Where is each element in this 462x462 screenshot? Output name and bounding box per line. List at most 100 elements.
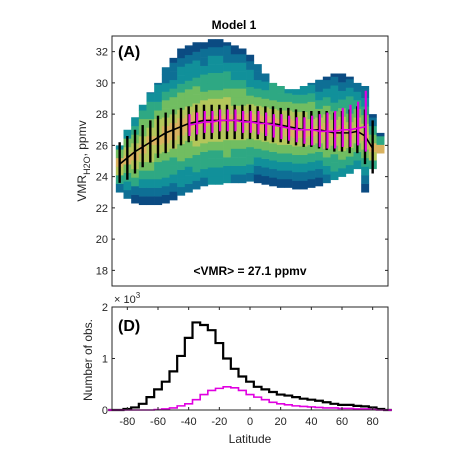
density-cell bbox=[238, 174, 247, 184]
density-cell bbox=[246, 138, 255, 148]
panel-d-background bbox=[112, 307, 388, 410]
density-cell bbox=[246, 61, 255, 70]
density-cell bbox=[138, 118, 147, 128]
density-cell bbox=[292, 154, 301, 164]
y-tick-label: 24 bbox=[96, 172, 108, 184]
density-cell bbox=[177, 100, 186, 110]
y-tick-label: 30 bbox=[96, 78, 108, 90]
density-cell bbox=[192, 154, 201, 164]
density-cell bbox=[345, 156, 354, 166]
density-cell bbox=[253, 174, 262, 184]
density-cell bbox=[238, 88, 247, 98]
density-cell bbox=[238, 157, 247, 166]
density-cell bbox=[223, 165, 232, 175]
density-cell bbox=[138, 110, 147, 120]
density-cell bbox=[269, 82, 278, 92]
x-tick-label: 40 bbox=[305, 416, 317, 428]
exponent-base: × 10 bbox=[114, 294, 136, 306]
density-cell bbox=[330, 93, 339, 103]
density-cell bbox=[261, 89, 270, 99]
density-cell bbox=[207, 167, 216, 177]
density-cell bbox=[177, 49, 186, 59]
x-axis-label: Latitude bbox=[229, 432, 272, 446]
density-cell bbox=[345, 87, 354, 97]
density-cell bbox=[177, 48, 186, 50]
density-cell bbox=[292, 94, 301, 104]
density-cell bbox=[246, 86, 255, 96]
density-cell bbox=[238, 96, 247, 106]
density-cell bbox=[207, 64, 216, 74]
panel-a-label: (A) bbox=[118, 44, 140, 61]
density-cell bbox=[177, 178, 186, 188]
density-cell bbox=[184, 71, 193, 81]
density-cell bbox=[322, 165, 331, 175]
density-cell bbox=[368, 114, 377, 118]
density-cell bbox=[138, 187, 147, 197]
density-cell bbox=[315, 168, 324, 178]
density-cell bbox=[322, 157, 331, 166]
density-cell bbox=[154, 93, 163, 102]
density-cell bbox=[207, 158, 216, 168]
density-cell bbox=[284, 153, 293, 163]
density-cell bbox=[276, 170, 285, 180]
density-cell bbox=[146, 101, 155, 111]
density-cell bbox=[207, 150, 216, 159]
density-cell bbox=[161, 177, 170, 187]
density-cell bbox=[184, 89, 193, 99]
density-cell bbox=[200, 177, 209, 187]
density-cell bbox=[230, 174, 239, 184]
density-cell bbox=[330, 153, 339, 163]
density-cell bbox=[161, 168, 170, 178]
density-cell bbox=[207, 141, 216, 151]
density-cell bbox=[345, 78, 354, 88]
density-cell bbox=[345, 164, 354, 174]
density-cell bbox=[376, 136, 385, 145]
density-cell bbox=[207, 46, 216, 56]
density-cell bbox=[338, 150, 347, 160]
density-cell bbox=[230, 45, 239, 55]
density-cell bbox=[376, 144, 385, 154]
density-cell bbox=[161, 100, 170, 109]
density-cell bbox=[138, 104, 147, 111]
density-cell bbox=[253, 157, 262, 166]
density-cell bbox=[261, 175, 270, 185]
density-cell bbox=[215, 64, 224, 74]
density-cell bbox=[338, 73, 347, 83]
density-cell bbox=[353, 160, 362, 170]
density-cell bbox=[253, 88, 262, 98]
density-cell bbox=[200, 91, 209, 101]
ylabel-subscript: H2O bbox=[82, 156, 92, 175]
density-cell bbox=[184, 54, 193, 64]
density-cell bbox=[161, 82, 170, 92]
density-cell bbox=[230, 96, 239, 106]
density-cell bbox=[246, 95, 255, 105]
density-cell bbox=[161, 160, 170, 170]
density-cell bbox=[276, 144, 285, 154]
density-cell bbox=[315, 151, 324, 161]
density-cell bbox=[207, 98, 216, 108]
density-cell bbox=[177, 57, 186, 67]
density-cell bbox=[223, 148, 232, 158]
density-cell bbox=[376, 132, 385, 137]
density-cell bbox=[315, 82, 324, 92]
y-tick-label: 32 bbox=[96, 47, 108, 59]
density-cell bbox=[246, 54, 255, 62]
density-cell bbox=[276, 161, 285, 171]
density-cell bbox=[338, 82, 347, 91]
density-cell bbox=[238, 139, 247, 149]
density-cell bbox=[330, 76, 339, 86]
density-cell bbox=[177, 152, 186, 162]
density-cell bbox=[192, 180, 201, 190]
density-cell bbox=[215, 167, 224, 177]
total-observations-histogram bbox=[108, 321, 392, 412]
density-cell bbox=[138, 178, 147, 188]
density-cell bbox=[223, 79, 232, 89]
density-cell bbox=[330, 73, 339, 77]
density-cell bbox=[299, 180, 308, 190]
density-cell bbox=[161, 74, 170, 84]
density-cell bbox=[269, 168, 278, 178]
density-cell bbox=[261, 141, 270, 151]
x-tick-label: -20 bbox=[211, 416, 227, 428]
density-cell bbox=[253, 79, 262, 89]
density-cell bbox=[161, 67, 170, 75]
